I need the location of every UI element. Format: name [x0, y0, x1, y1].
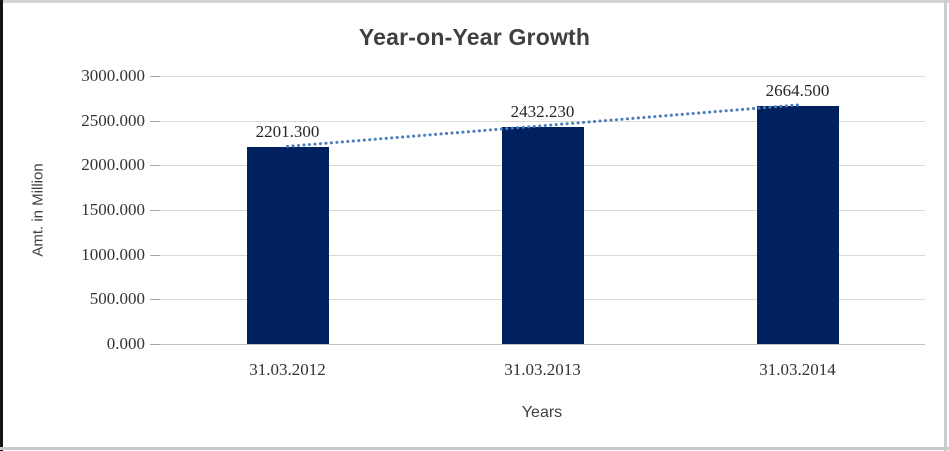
bar-31.03.2012: [246, 147, 329, 344]
y-axis-tick: [150, 344, 160, 345]
y-tick-label: 2000.000: [81, 155, 145, 175]
gridline: [160, 76, 925, 77]
y-tick-label: 500.000: [89, 289, 145, 309]
category-label: 31.03.2012: [249, 360, 326, 379]
y-tick-label: 2500.000: [81, 110, 145, 130]
data-label: 2432.230: [510, 101, 575, 121]
bar-31.03.2014: [756, 105, 839, 344]
y-axis-tick: [150, 165, 160, 167]
y-tick-label: 1000.000: [81, 244, 145, 264]
frame-border-bottom: [0, 447, 949, 450]
x-axis-line: [160, 344, 925, 345]
y-axis-tick: [150, 254, 160, 256]
chart-title: Year-on-Year Growth: [358, 24, 591, 50]
frame-border-left: [0, 0, 3, 451]
y-axis-tick: [150, 210, 160, 211]
category-label: 31.03.2013: [504, 360, 581, 379]
frame-border-right: [944, 0, 947, 451]
y-axis-tick: [150, 120, 160, 122]
bar-31.03.2013: [501, 126, 584, 344]
x-axis-title: Years: [521, 404, 563, 421]
y-axis-tick: [150, 299, 160, 301]
y-tick-label: 1500.000: [81, 200, 145, 219]
y-axis-tick: [150, 76, 160, 77]
data-label: 2664.500: [765, 80, 830, 100]
y-tick-label: 0.000: [106, 334, 145, 353]
category-label: 31.03.2014: [759, 360, 836, 379]
y-tick-label: 3000.000: [81, 66, 145, 85]
frame-border-top: [0, 0, 949, 3]
data-label: 2201.300: [255, 122, 320, 142]
